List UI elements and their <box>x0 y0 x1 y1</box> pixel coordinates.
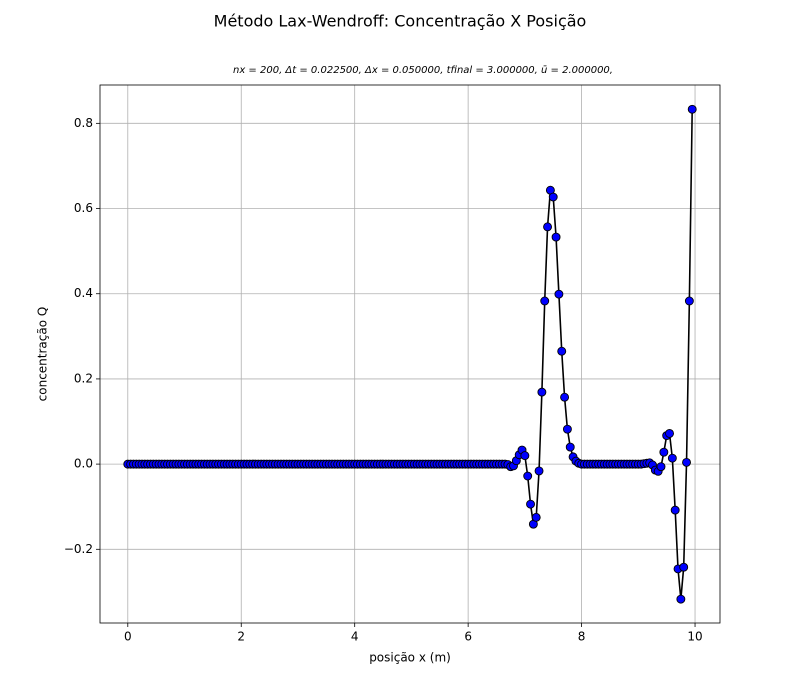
data-point <box>659 447 669 457</box>
y-tick-label: 0.8 <box>74 116 93 130</box>
data-point <box>656 462 666 472</box>
x-tick-label: 6 <box>464 630 472 644</box>
data-point <box>562 424 572 434</box>
data-point <box>667 453 677 463</box>
data-point <box>682 457 691 467</box>
data-point <box>557 346 567 356</box>
data-point <box>531 512 541 522</box>
y-tick-label: 0.6 <box>74 201 93 215</box>
data-point <box>670 505 680 515</box>
data-point <box>548 192 558 202</box>
y-tick-label: −0.2 <box>64 542 93 556</box>
x-tick-label: 4 <box>351 630 359 644</box>
data-line <box>127 109 694 600</box>
data-point <box>679 562 689 572</box>
data-point <box>523 471 533 481</box>
data-point <box>560 392 570 402</box>
data-point <box>551 232 561 242</box>
y-tick-label: 0.0 <box>74 457 93 471</box>
data-point <box>684 296 694 306</box>
data-point <box>540 296 550 306</box>
chart-subtitle: nx = 200, Δt = 0.022500, Δx = 0.050000, … <box>233 65 613 76</box>
data-point <box>565 442 575 452</box>
x-tick-label: 0 <box>124 630 132 644</box>
y-tick-label: 0.2 <box>74 371 93 385</box>
x-tick-label: 8 <box>578 630 586 644</box>
x-tick-label: 10 <box>687 630 702 644</box>
plot-frame <box>99 84 721 624</box>
data-point <box>543 222 553 232</box>
y-tick-label: 0.4 <box>74 286 93 300</box>
x-tick-label: 2 <box>237 630 245 644</box>
data-point <box>526 499 535 509</box>
data-point <box>687 104 697 114</box>
chart-title: Método Lax-Wendroff: Concentração X Posi… <box>214 12 587 31</box>
data-point <box>554 289 564 299</box>
data-point <box>534 466 544 476</box>
y-axis-label: concentração Q <box>36 307 50 402</box>
data-point <box>520 451 530 461</box>
data-point <box>676 594 686 604</box>
x-axis-label: posição x (m) <box>369 651 451 665</box>
data-point <box>537 387 547 397</box>
data-point <box>665 428 674 438</box>
